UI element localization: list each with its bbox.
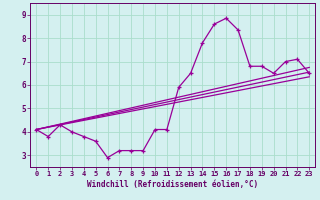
- X-axis label: Windchill (Refroidissement éolien,°C): Windchill (Refroidissement éolien,°C): [87, 180, 258, 189]
